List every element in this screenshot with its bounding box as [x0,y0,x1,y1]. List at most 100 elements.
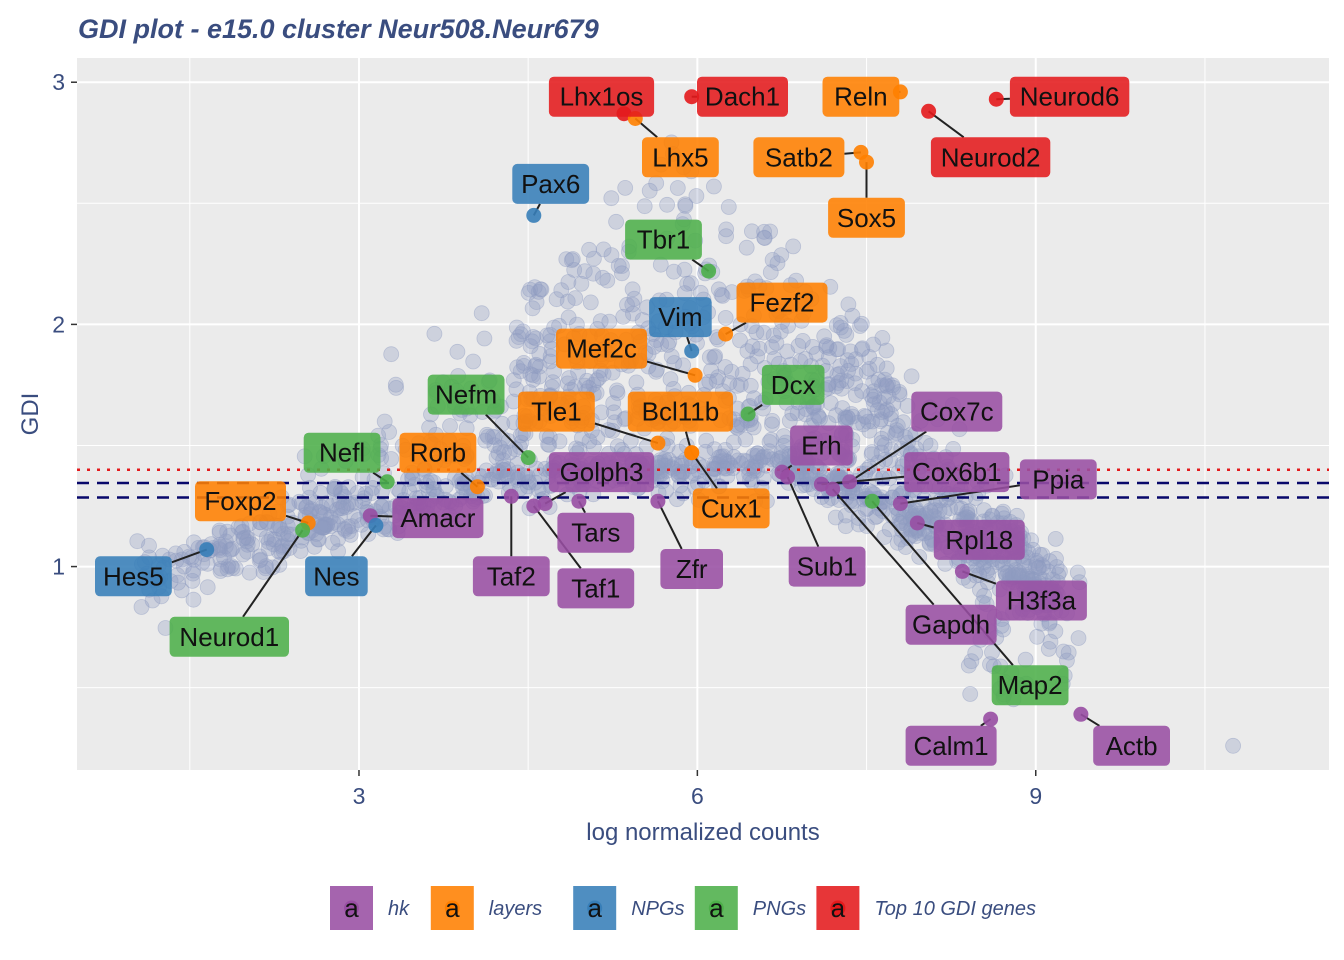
background-gene-point [1021,558,1038,575]
gene-label-box-Gapdh [905,604,997,645]
background-gene-point [335,498,352,515]
gene-label-box-Vim [649,297,712,338]
gene-point-Neurod1 [295,522,311,538]
background-gene-point [883,410,899,427]
background-gene-point [622,432,639,449]
background-gene-point [733,455,749,472]
gene-point-Mef2c [687,367,703,383]
background-gene-point [219,523,236,540]
background-gene-point [601,313,618,330]
background-gene-point [722,457,739,474]
background-gene-point [673,457,690,474]
background-gene-point [319,516,336,533]
background-gene-point [442,418,458,434]
background-gene-point [560,274,577,290]
background-gene-point [318,517,335,534]
background-gene-point [129,533,146,550]
background-gene-point [325,514,342,531]
background-gene-point [995,503,1012,520]
background-gene-point [500,433,517,449]
background-gene-point [346,508,363,524]
background-gene-point [486,429,503,446]
gene-label-box-Amacr [392,498,484,539]
background-gene-point [804,338,821,355]
background-gene-point [609,382,625,399]
background-gene-point [717,309,734,326]
background-gene-point [891,383,908,400]
gene-label-Hes5: Hes5 [103,561,164,591]
background-gene-point [696,472,713,489]
background-gene-point [534,482,551,499]
background-gene-point [867,509,884,526]
background-gene-point [738,239,755,256]
background-gene-point [666,263,682,280]
background-gene-point [1030,559,1047,576]
gene-label-box-Rpl18 [933,519,1025,560]
background-gene-point [527,330,544,347]
background-gene-point [524,300,541,317]
background-gene-point [844,307,861,324]
background-gene-point [323,497,340,514]
background-gene-point [426,325,443,342]
gene-label-Nes: Nes [313,561,359,591]
gene-label-box-Sox5 [828,197,905,238]
background-gene-point [927,502,943,519]
background-gene-point [239,536,256,553]
background-gene-point [265,536,282,553]
background-gene-point [833,372,850,389]
legend-glyph: a [831,893,846,923]
gene-label-box-Cux1 [692,488,770,529]
gene-point-Zfr [650,493,666,509]
background-gene-point [223,542,240,558]
background-gene-point [879,378,895,395]
background-gene-point [224,560,241,576]
background-gene-point [744,223,760,240]
background-gene-point [865,391,881,408]
background-gene-point [334,500,351,517]
background-gene-point [516,357,532,374]
connector-Sub1 [786,476,820,548]
background-gene-point [854,340,871,357]
background-gene-point [888,425,905,442]
gene-label-Calm1: Calm1 [914,731,989,761]
background-gene-point [865,336,882,353]
background-gene-point [480,428,497,445]
background-gene-point [508,332,525,349]
gene-label-Tle1: Tle1 [531,397,582,427]
background-gene-point [1016,557,1033,574]
background-gene-point [539,327,555,344]
background-gene-point [473,305,490,322]
x-tick-label: 3 [353,783,366,809]
background-gene-point [836,322,853,339]
background-gene-point [1000,564,1016,581]
background-gene-point [984,644,1000,661]
gene-point-Calm1 [983,711,999,727]
background-gene-point [238,529,255,546]
background-gene-point [1052,563,1068,580]
gene-point-Sub1 [780,469,796,485]
background-gene-point [864,413,881,430]
background-gene-point [854,383,870,400]
background-gene-point [773,444,790,461]
background-gene-point [235,546,252,563]
gene-point-Vim [684,343,700,359]
background-gene-point [773,247,790,264]
background-gene-point [847,387,864,404]
background-gene-point [217,533,234,550]
background-gene-point [855,416,872,433]
background-gene-point [764,451,781,468]
background-gene-point [892,515,909,532]
background-gene-point [541,436,558,453]
background-gene-point [603,190,620,207]
background-gene-point [863,446,880,463]
background-gene-point [748,454,765,471]
background-gene-point [725,460,741,477]
background-gene-point [708,372,725,389]
background-gene-point [340,523,357,540]
gene-label-box-Satb2 [753,137,845,178]
background-gene-point [960,657,977,674]
background-gene-point [828,341,845,358]
background-gene-point [490,445,507,462]
background-gene-point [746,462,762,479]
